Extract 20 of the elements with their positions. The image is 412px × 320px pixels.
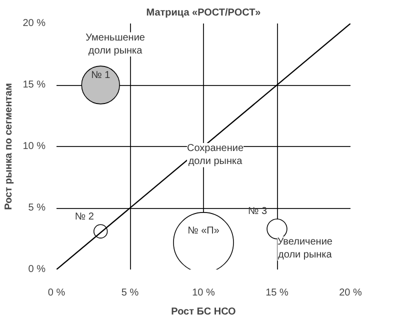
annotation: № 1	[91, 70, 111, 82]
x-tick-label: 0 %	[48, 288, 66, 298]
y-tick-label: 10 %	[22, 141, 46, 152]
y-tick-label: 20 %	[22, 18, 46, 29]
y-tick-label: 15 %	[22, 80, 46, 90]
x-tick-label: 15 %	[266, 288, 289, 298]
y-tick-label: 5 %	[28, 202, 46, 214]
annotation: № 2	[74, 212, 94, 223]
x-tick-label: 5 %	[121, 288, 139, 298]
y-axis-title: Рост рынка по сегментам	[4, 83, 15, 210]
x-tick-label: 20 %	[339, 288, 362, 298]
annotation: № «П»	[188, 225, 220, 236]
annotation: Уменьшение доли рынка	[86, 32, 146, 57]
y-tick-label: 0 %	[28, 264, 46, 275]
annotation: № 3	[248, 206, 268, 217]
annotation: Сохранение доли рынка	[186, 143, 244, 168]
annotation: Увеличение доли рынка	[277, 236, 333, 261]
chart-title: Матрица «РОСТ/РОСТ»	[146, 8, 262, 18]
x-axis-title: Рост БС НСО	[171, 306, 236, 318]
x-tick-label: 10 %	[192, 288, 216, 298]
